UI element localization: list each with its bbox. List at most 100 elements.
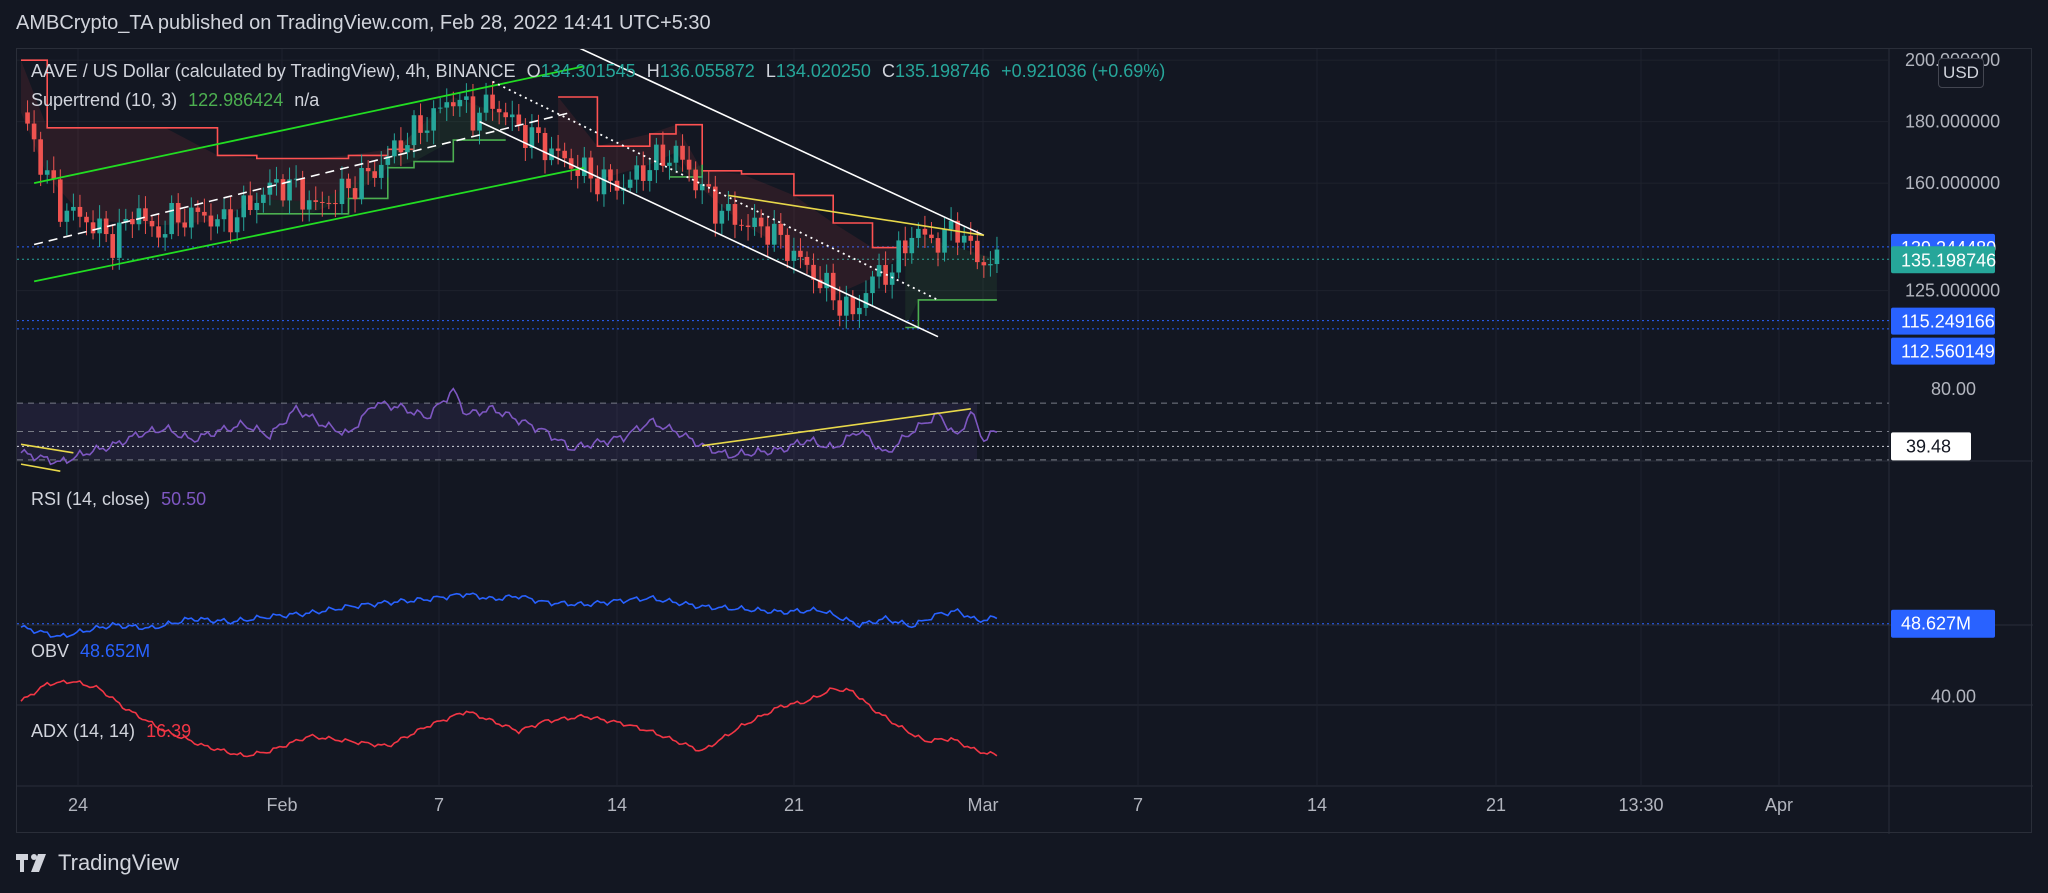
candle-body: [385, 156, 391, 165]
price-tick-label: 125.000000: [1905, 281, 2000, 301]
candle-body: [523, 125, 528, 148]
rsi-line: [20, 387, 998, 466]
price-tick-label: 180.000000: [1905, 112, 2000, 132]
candle-body: [437, 107, 443, 109]
candle-body: [758, 217, 764, 227]
supertrend-line-2: [558, 96, 899, 249]
candle-body: [293, 178, 299, 180]
candle-body: [601, 169, 607, 195]
candle-body: [25, 112, 30, 124]
candle-body: [568, 158, 574, 169]
currency-button[interactable]: USD: [1938, 58, 1984, 88]
symbol-legend: AAVE / US Dollar (calculated by TradingV…: [31, 61, 1171, 82]
publisher-line: AMBCrypto_TA published on TradingView.co…: [16, 12, 711, 34]
candle-body: [339, 178, 345, 205]
rsi-current-box: [1891, 432, 1971, 461]
supertrend-fill-4: [905, 234, 997, 328]
candle-body: [562, 150, 567, 159]
candle-body: [582, 157, 587, 176]
candle-body: [451, 102, 456, 107]
candle-body: [175, 202, 181, 223]
candle-body: [883, 265, 888, 285]
candle-body: [457, 99, 463, 107]
candle-body: [483, 94, 489, 113]
adx-tick-label: 40.00: [1931, 686, 1976, 706]
candle-body: [287, 179, 292, 201]
candle-body: [942, 229, 947, 253]
candle-body: [359, 167, 364, 200]
adx-value: 16.39: [146, 721, 192, 741]
supertrend-fill-0: [21, 60, 414, 226]
candle-body: [352, 188, 358, 200]
candle-body: [424, 130, 430, 133]
candle-body: [876, 265, 882, 277]
candle-body: [398, 140, 404, 153]
candle-body: [529, 127, 535, 148]
open-label: O: [526, 61, 541, 81]
candle-body: [699, 184, 705, 191]
candle-body: [640, 165, 646, 181]
close-value: 135.198746: [894, 61, 991, 81]
tradingview-logo-icon: [16, 854, 46, 872]
candle-body: [863, 293, 869, 308]
candle-body: [130, 219, 135, 225]
candle-body: [870, 276, 875, 294]
candle-body: [333, 203, 338, 205]
price-label-text: 135.198746: [1901, 250, 1996, 270]
candle-body: [182, 222, 188, 228]
candle-body: [791, 250, 797, 261]
time-tick-label: 13:30: [1618, 795, 1663, 815]
candle-body: [136, 208, 142, 225]
resistance-yellow: [728, 194, 985, 237]
candle-body: [575, 168, 581, 176]
candle-body: [627, 179, 633, 188]
candle-body: [739, 224, 744, 226]
candle-body: [444, 102, 450, 108]
price-label-box: [1891, 307, 1995, 335]
candle-body: [365, 167, 371, 172]
rsi-value: 50.50: [161, 489, 207, 509]
supertrend-line-4: [905, 299, 997, 329]
candle-body: [732, 204, 738, 225]
candle-body: [496, 108, 502, 113]
candle-body: [215, 219, 220, 227]
candle-body: [418, 115, 423, 133]
high-value: 136.055872: [659, 61, 755, 81]
candle-body: [660, 144, 666, 166]
candle-body: [189, 207, 194, 228]
adx-legend: ADX (14, 14) 16.39: [31, 721, 197, 742]
supertrend-label[interactable]: Supertrend (10, 3): [31, 90, 178, 110]
chart-frame[interactable]: 220.000000200.000000180.000000160.000000…: [16, 48, 2033, 834]
adx-title[interactable]: ADX (14, 14): [31, 721, 136, 741]
candle-body: [64, 210, 70, 222]
candle-body: [431, 108, 436, 131]
rsi-title[interactable]: RSI (14, close): [31, 489, 151, 509]
candle-body: [745, 225, 751, 227]
time-tick-label: Mar: [968, 795, 999, 815]
candle-body: [798, 250, 803, 257]
symbol-title[interactable]: AAVE / US Dollar (calculated by TradingV…: [31, 61, 516, 81]
candle-body: [595, 178, 600, 195]
obv-title[interactable]: OBV: [31, 641, 70, 661]
candle-body: [254, 202, 260, 211]
candle-body: [713, 186, 718, 224]
obv-current-box: [1891, 609, 1995, 638]
candle-body: [411, 115, 417, 146]
candle-body: [824, 272, 829, 289]
supertrend-fill-3: [669, 155, 703, 190]
channel-mid-dotted: [492, 80, 939, 301]
candle-body: [110, 234, 115, 258]
candle-body: [844, 296, 849, 316]
candle-body: [58, 179, 63, 222]
chart-canvas[interactable]: 220.000000200.000000180.000000160.000000…: [17, 49, 2033, 834]
price-label-box: [1891, 246, 1995, 274]
candle-body: [994, 249, 1000, 265]
tradingview-logo[interactable]: TradingView: [16, 850, 179, 876]
price-change: +0.921036 (+0.69%): [1001, 61, 1166, 81]
candle-body: [752, 217, 757, 227]
candle-body: [346, 178, 351, 189]
candle-body: [241, 195, 246, 218]
rsi-tick-label: 80.00: [1931, 379, 1976, 399]
time-tick-label: Apr: [1765, 795, 1793, 815]
candle-body: [902, 240, 908, 254]
